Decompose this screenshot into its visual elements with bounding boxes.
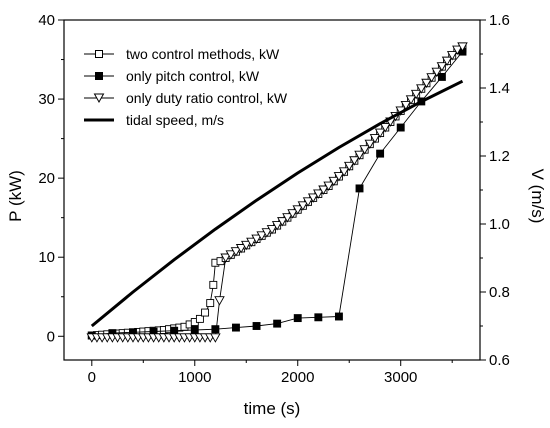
y-left-axis-title: P (kW): [6, 170, 25, 222]
point-duty: [364, 139, 376, 150]
point-duty: [349, 156, 360, 166]
point-duty: [410, 89, 422, 100]
point-duty: [436, 62, 448, 72]
point-two-control: [206, 299, 215, 308]
x-tick-label: 1000: [178, 369, 211, 386]
point-duty: [446, 51, 458, 61]
y-right-tick-label: 0.8: [489, 284, 510, 301]
point-duty: [261, 228, 273, 238]
legend-label-duty: only duty ratio control, kW: [126, 90, 288, 106]
point-duty: [359, 145, 370, 155]
legend-label-tidal: tidal speed, m/s: [126, 112, 224, 128]
point-pitch: [211, 325, 220, 334]
point-duty: [400, 100, 412, 111]
point-two-control: [201, 308, 210, 317]
point-duty: [343, 161, 355, 172]
point-duty: [277, 217, 288, 227]
y-right-tick-label: 1.4: [489, 80, 510, 97]
point-duty: [297, 201, 309, 211]
point-pitch: [437, 72, 446, 81]
x-tick-label: 3000: [384, 369, 417, 386]
point-pitch: [376, 149, 385, 158]
point-duty: [441, 56, 453, 67]
point-pitch: [170, 326, 179, 335]
point-duty: [251, 234, 262, 244]
point-pitch: [252, 322, 261, 330]
point-duty: [256, 231, 267, 241]
legend: two control methods, kW only pitch contr…: [84, 46, 288, 128]
point-duty: [230, 247, 242, 257]
series-line-3: [90, 79, 464, 328]
legend-label-two-control: two control methods, kW: [126, 46, 280, 62]
point-pitch: [232, 323, 240, 332]
x-axis-title: time (s): [244, 399, 301, 418]
point-duty: [287, 209, 298, 219]
point-duty: [246, 237, 257, 248]
y-left-tick-label: 40: [38, 12, 55, 29]
point-duty: [405, 95, 417, 105]
point-duty: [369, 134, 381, 144]
point-duty: [313, 189, 324, 199]
point-duty: [266, 225, 278, 235]
point-duty: [457, 42, 468, 52]
point-duty: [323, 181, 334, 191]
point-duty: [225, 250, 237, 260]
point-duty: [452, 45, 463, 55]
point-pitch: [314, 313, 323, 322]
ticks-layer: 0 1000 2000 3000 0 10 20 30 40 0.6 0.8 1.0 1.2 1.4 1.6: [38, 12, 510, 386]
point-pitch: [396, 123, 405, 132]
point-two-control: [209, 280, 218, 289]
point-pitch: [190, 326, 199, 334]
point-duty: [354, 150, 365, 161]
point-duty: [431, 67, 443, 78]
point-duty: [235, 244, 247, 254]
point-duty: [220, 253, 231, 263]
legend-marker-two-control: [95, 50, 103, 58]
y-left-tick-label: 10: [38, 249, 55, 266]
point-two-control: [195, 314, 204, 323]
point-duty: [374, 128, 386, 138]
point-pitch: [293, 314, 302, 323]
point-duty: [416, 84, 427, 94]
point-duty: [333, 172, 345, 182]
y-right-tick-label: 1.6: [489, 12, 510, 29]
point-pitch: [355, 184, 364, 193]
legend-label-pitch: only pitch control, kW: [126, 68, 260, 84]
y-right-tick-label: 1.2: [489, 148, 510, 165]
y-left-tick-label: 30: [38, 91, 55, 108]
y-left-tick-label: 0: [47, 328, 55, 345]
point-pitch: [334, 312, 343, 321]
point-duty: [338, 167, 350, 177]
x-tick-label: 2000: [281, 369, 314, 386]
point-duty: [328, 176, 340, 187]
point-duty: [426, 73, 437, 83]
y-right-axis-title: V (m/s): [528, 169, 547, 224]
point-duty: [379, 123, 391, 133]
x-tick-label: 0: [88, 369, 96, 386]
y-left-tick-label: 20: [38, 170, 55, 187]
point-duty: [318, 185, 329, 195]
y-right-tick-label: 0.6: [489, 352, 510, 369]
data-layer: [86, 42, 468, 343]
point-duty: [282, 213, 293, 223]
legend-marker-duty: [93, 93, 105, 104]
point-duty: [240, 240, 252, 251]
point-duty: [302, 197, 314, 207]
point-duty: [292, 205, 304, 215]
point-duty: [421, 78, 432, 89]
y-right-tick-label: 1.0: [489, 216, 510, 233]
point-pitch: [273, 319, 282, 328]
legend-marker-pitch: [95, 72, 103, 80]
point-duty: [307, 193, 319, 203]
point-duty: [271, 221, 283, 231]
point-duty: [210, 333, 221, 343]
point-duty: [214, 296, 225, 306]
